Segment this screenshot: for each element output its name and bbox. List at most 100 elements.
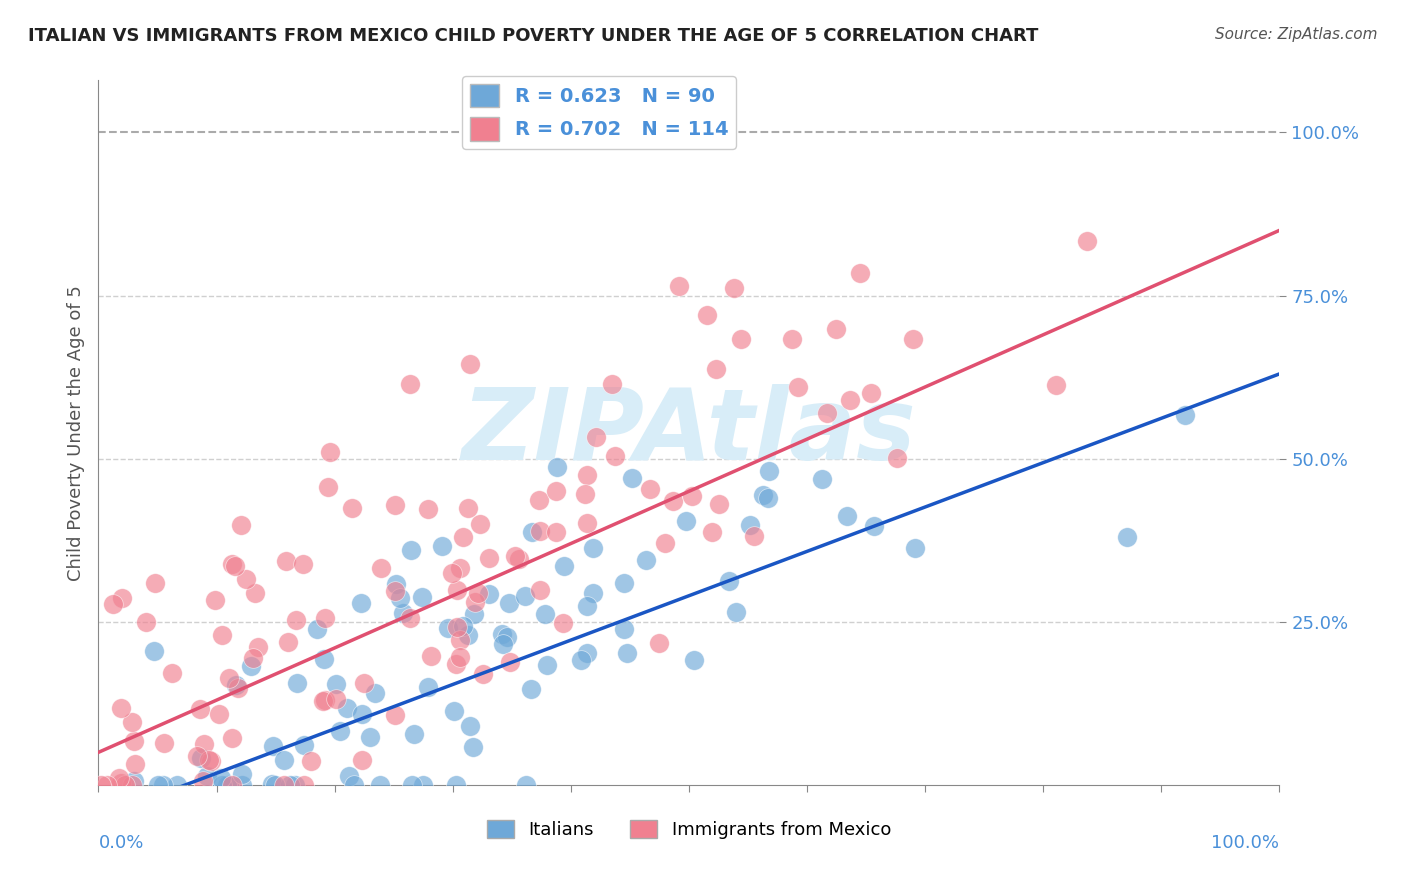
Point <box>682 653 704 667</box>
Point <box>702 525 724 540</box>
Point <box>751 488 773 502</box>
Point <box>337 768 360 782</box>
Point <box>325 676 347 690</box>
Point <box>495 631 517 645</box>
Point <box>153 736 176 750</box>
Text: Source: ZipAtlas.com: Source: ZipAtlas.com <box>1215 27 1378 42</box>
Point <box>122 734 145 748</box>
Point <box>536 658 558 673</box>
Point <box>359 730 381 744</box>
Point <box>146 778 169 792</box>
Point <box>190 702 212 716</box>
Point <box>284 613 307 627</box>
Point <box>1076 234 1098 248</box>
Point <box>451 530 474 544</box>
Point <box>215 778 238 792</box>
Point <box>312 651 335 665</box>
Point <box>724 605 747 619</box>
Point <box>193 737 215 751</box>
Point <box>603 449 626 463</box>
Point <box>1116 530 1139 544</box>
Point <box>886 450 908 465</box>
Point <box>860 386 883 401</box>
Point <box>224 558 246 573</box>
Point <box>285 675 308 690</box>
Point <box>478 587 501 601</box>
Point <box>262 739 284 754</box>
Point <box>449 649 471 664</box>
Point <box>260 777 283 791</box>
Point <box>401 778 423 792</box>
Point <box>499 655 522 669</box>
Point <box>574 487 596 501</box>
Point <box>457 500 479 515</box>
Point <box>90 778 112 792</box>
Point <box>316 480 339 494</box>
Point <box>1174 408 1197 422</box>
Point <box>569 653 592 667</box>
Point <box>613 622 636 636</box>
Point <box>616 647 638 661</box>
Text: ITALIAN VS IMMIGRANTS FROM MEXICO CHILD POVERTY UNDER THE AGE OF 5 CORRELATION C: ITALIAN VS IMMIGRANTS FROM MEXICO CHILD … <box>28 27 1039 45</box>
Point <box>231 767 253 781</box>
Point <box>740 517 762 532</box>
Point <box>108 772 131 786</box>
Point <box>582 586 605 600</box>
Point <box>226 681 249 695</box>
Point <box>221 778 243 792</box>
Point <box>143 576 166 591</box>
Point <box>208 707 231 722</box>
Point <box>211 778 233 792</box>
Point <box>399 376 422 391</box>
Point <box>299 754 322 768</box>
Point <box>498 596 520 610</box>
Point <box>585 430 607 444</box>
Point <box>114 778 136 792</box>
Point <box>218 778 240 792</box>
Point <box>654 535 676 549</box>
Point <box>582 541 605 556</box>
Point <box>292 738 315 752</box>
Point <box>235 572 257 586</box>
Point <box>370 561 392 575</box>
Point <box>696 308 718 322</box>
Point <box>463 607 485 621</box>
Point <box>368 778 391 792</box>
Point <box>534 607 557 621</box>
Point <box>515 778 537 792</box>
Point <box>412 778 434 792</box>
Point <box>314 610 336 624</box>
Point <box>314 693 336 707</box>
Point <box>576 599 599 613</box>
Point <box>443 704 465 718</box>
Point <box>110 776 132 790</box>
Point <box>343 778 366 792</box>
Point <box>600 376 623 391</box>
Point <box>546 460 568 475</box>
Point <box>613 575 636 590</box>
Point <box>198 753 221 767</box>
Point <box>392 606 415 620</box>
Point <box>340 500 363 515</box>
Point <box>756 491 779 505</box>
Legend: Italians, Immigrants from Mexico: Italians, Immigrants from Mexico <box>479 813 898 847</box>
Text: ZIPAtlas: ZIPAtlas <box>461 384 917 481</box>
Point <box>446 619 468 633</box>
Point <box>274 554 297 568</box>
Point <box>121 778 143 792</box>
Point <box>815 406 838 420</box>
Point <box>124 757 146 772</box>
Point <box>204 592 226 607</box>
Point <box>225 678 247 692</box>
Point <box>529 524 551 538</box>
Point <box>662 494 685 508</box>
Point <box>353 676 375 690</box>
Point <box>901 332 924 346</box>
Point <box>668 278 690 293</box>
Point <box>329 723 352 738</box>
Point <box>446 657 468 672</box>
Point <box>634 552 657 566</box>
Point <box>364 686 387 700</box>
Point <box>811 472 834 486</box>
Point <box>135 615 157 630</box>
